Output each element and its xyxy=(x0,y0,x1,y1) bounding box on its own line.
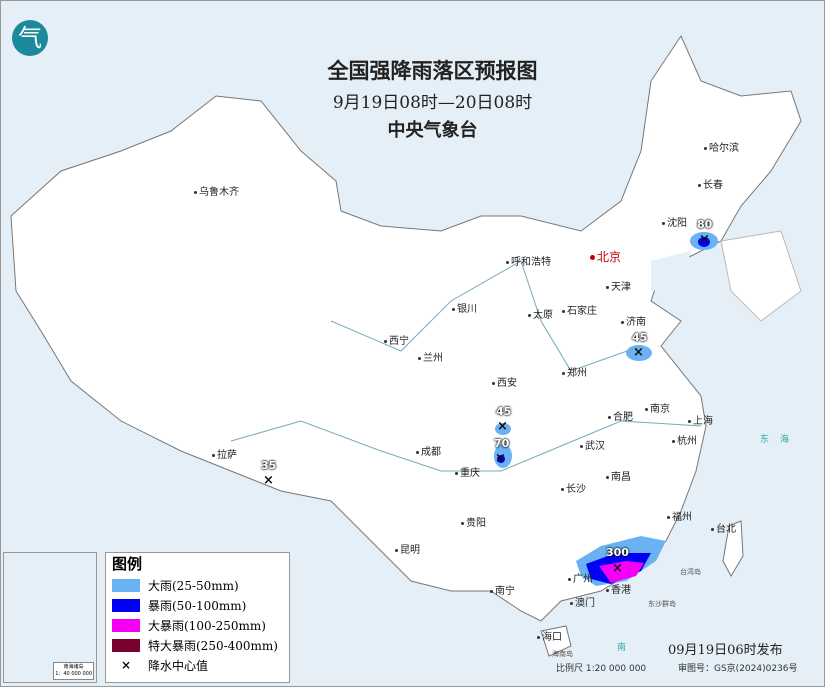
legend-label: 降水中心值 xyxy=(148,658,209,673)
rain-areas xyxy=(494,232,718,586)
city-label: 南昌 xyxy=(606,472,631,484)
city-label: 上海 xyxy=(688,416,713,428)
city-label: 西安 xyxy=(492,378,517,390)
rain-center-value: 70 xyxy=(494,437,510,450)
city-label: 海口 xyxy=(537,632,562,644)
korea xyxy=(720,230,802,322)
island-label: 台湾岛 xyxy=(680,568,701,576)
south-china-sea-inset: 南海诸岛 1：40 000 000 xyxy=(3,552,97,683)
city-label: 哈尔滨 xyxy=(704,143,739,155)
city-label: 澳门 xyxy=(570,598,595,610)
city-label: 西宁 xyxy=(384,336,409,348)
city-label: 兰州 xyxy=(418,353,443,365)
forecast-period: 9月19日08时—20日08时 xyxy=(332,93,533,113)
legend-swatch xyxy=(112,578,140,592)
rain-center-marker: × xyxy=(612,561,623,576)
issue-time: 09月19日06时发布 xyxy=(668,643,783,658)
city-label: 贵阳 xyxy=(461,518,486,530)
approval-number: 审图号：GS京(2024)0236号 xyxy=(678,664,798,674)
inset-scale: 1：40 000 000 xyxy=(55,671,92,677)
city-label: 呼和浩特 xyxy=(506,257,551,269)
city-label: 长春 xyxy=(698,180,723,192)
city-label: 昆明 xyxy=(395,545,420,557)
city-label: 杭州 xyxy=(672,436,697,448)
city-label: 广州 xyxy=(568,574,593,586)
rain-center-marker: × xyxy=(633,345,644,360)
legend-label: 大暴雨(100-250mm) xyxy=(148,618,266,633)
rain-center-value: 300 xyxy=(606,546,629,559)
city-label: 成都 xyxy=(416,447,441,459)
legend-swatch xyxy=(112,598,140,612)
rain-center-marker: × xyxy=(263,473,274,488)
city-label: 武汉 xyxy=(580,441,605,453)
city-label: 香港 xyxy=(606,585,631,597)
city-label: 乌鲁木齐 xyxy=(194,187,239,199)
city-label: 南宁 xyxy=(490,586,515,598)
bohai-sea xyxy=(651,251,691,291)
rain-area-liaoning-core xyxy=(698,237,710,247)
map-scale: 比例尺 1:20 000 000 xyxy=(556,664,647,674)
city-label: 银川 xyxy=(452,304,477,316)
rain-center-value: 35 xyxy=(261,459,277,472)
agency-name: 中央气象台 xyxy=(387,120,478,141)
city-label: 重庆 xyxy=(455,468,480,480)
inset-label: 南海诸岛 xyxy=(63,664,84,670)
rain-area-heavy-rainstorm xyxy=(599,561,644,583)
sea-label: 东 xyxy=(760,435,770,445)
legend-item-heavy-rainstorm: 大暴雨(100-250mm) xyxy=(112,615,289,635)
city-label: 长沙 xyxy=(561,484,586,496)
capital-label: 北京 xyxy=(590,250,621,264)
legend: 图例 大雨(25-50mm) 暴雨(50-100mm) 大暴雨(100-250m… xyxy=(105,552,290,683)
city-label: 台北 xyxy=(711,524,736,536)
rain-center-marker: × xyxy=(699,232,710,247)
legend-label: 特大暴雨(250-400mm) xyxy=(148,638,278,653)
rain-center-value: 45 xyxy=(496,405,512,418)
rain-center-value: 80 xyxy=(697,218,713,231)
city-label: 沈阳 xyxy=(662,218,687,230)
legend-swatch xyxy=(112,618,140,632)
sea-label: 南 xyxy=(617,643,627,653)
rain-area-shaanxi xyxy=(495,423,511,435)
rain-area-chongqing-core xyxy=(497,455,505,463)
legend-label: 暴雨(50-100mm) xyxy=(148,598,247,613)
rain-center-marker: × xyxy=(495,451,506,466)
city-label: 太原 xyxy=(528,310,553,322)
rain-center-marker: × xyxy=(497,419,508,434)
legend-label: 大雨(25-50mm) xyxy=(148,578,239,593)
cma-logo: 气 xyxy=(12,20,48,56)
legend-item-center: × 降水中心值 xyxy=(112,655,289,675)
cross-icon: × xyxy=(120,657,132,672)
legend-title: 图例 xyxy=(112,555,143,573)
rain-center-value: 45 xyxy=(632,331,648,344)
city-label: 拉萨 xyxy=(212,450,237,462)
city-label: 济南 xyxy=(621,317,646,329)
city-label: 天津 xyxy=(606,282,631,294)
city-label: 郑州 xyxy=(562,368,587,380)
legend-item-extreme-rainstorm: 特大暴雨(250-400mm) xyxy=(112,635,289,655)
city-label: 合肥 xyxy=(608,412,633,424)
sea-label: 海 xyxy=(780,435,790,445)
city-label: 南京 xyxy=(645,404,670,416)
island-label: 东沙群岛 xyxy=(648,600,676,608)
legend-swatch xyxy=(112,638,140,652)
city-label: 石家庄 xyxy=(562,306,597,318)
legend-item-rainstorm: 暴雨(50-100mm) xyxy=(112,595,289,615)
island-label: 海南岛 xyxy=(552,650,573,658)
inset-caption: 南海诸岛 1：40 000 000 xyxy=(53,662,94,680)
map-title: 全国强降雨落区预报图 xyxy=(327,59,538,83)
city-label: 福州 xyxy=(667,512,692,524)
legend-item-heavy-rain: 大雨(25-50mm) xyxy=(112,575,289,595)
